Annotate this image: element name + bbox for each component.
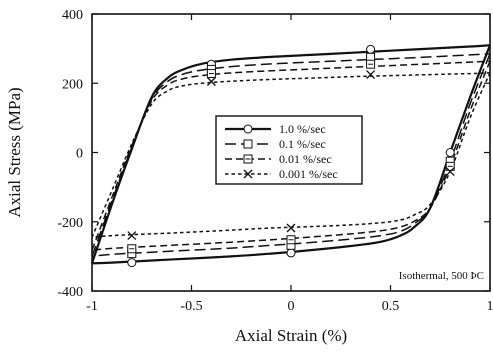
series-2-marker	[366, 59, 376, 69]
tick-labels: -1 -0.5 0 0.5 1 -400 -200 0 200 400	[57, 8, 493, 314]
x-tick-label: 0	[288, 299, 295, 314]
x-tick-label: -0.5	[180, 299, 202, 314]
series-3-unloading-line	[91, 72, 491, 239]
series-2-unloading-line	[91, 60, 491, 251]
series-2-marker	[127, 244, 137, 254]
series-0-unloading-line	[91, 44, 492, 265]
series-3-marker	[127, 231, 137, 241]
series-0-marker	[445, 148, 455, 157]
series-2-loading-line	[91, 60, 491, 251]
y-tick-label: -200	[57, 216, 83, 231]
hysteresis-curves	[90, 44, 492, 265]
legend-marker	[243, 169, 253, 179]
y-tick-label: 0	[76, 147, 83, 162]
legend-marker	[243, 154, 253, 164]
series-0-marker	[366, 44, 376, 54]
x-tick-label: 0.5	[382, 299, 400, 314]
y-tick-label: -400	[57, 285, 83, 300]
y-tick-label: 400	[62, 8, 83, 23]
legend-marker	[243, 139, 253, 149]
series-3-marker	[366, 70, 376, 80]
legend-label: 1.0 %/sec	[279, 122, 326, 136]
series-0-marker	[286, 248, 296, 258]
legend-marker	[243, 124, 253, 134]
legend-label: 0.1 %/sec	[279, 137, 326, 151]
data-markers	[127, 44, 455, 268]
axis-ticks	[91, 13, 491, 292]
y-axis-title: Axial Stress (MPa)	[5, 87, 24, 217]
series-2-marker	[445, 161, 455, 171]
legend-label: 0.001 %/sec	[279, 167, 338, 181]
series-1-unloading-line	[91, 53, 491, 258]
legend-label: 0.01 %/sec	[279, 152, 332, 166]
series-2-marker	[286, 235, 296, 245]
series-3-marker	[206, 77, 216, 86]
series-3-marker	[445, 167, 455, 177]
x-axis-title: Axial Strain (%)	[235, 326, 347, 345]
legend-box	[215, 115, 363, 185]
series-3-marker	[286, 223, 296, 233]
series-3-loading-line	[91, 72, 491, 238]
legend-entry: 0.1 %/sec	[225, 137, 326, 151]
legend-entry: 1.0 %/sec	[225, 122, 326, 136]
legend-entry: 0.01 %/sec	[225, 152, 332, 166]
series-2-marker	[206, 69, 216, 79]
series-0-marker	[127, 258, 137, 268]
legend-entry: 0.001 %/sec	[225, 167, 338, 181]
x-tick-label: -1	[86, 299, 98, 314]
y-tick-label: 200	[62, 77, 83, 92]
x-tick-label: 1	[487, 299, 493, 314]
condition-annotation: Isothermal, 500 ÞC	[399, 270, 484, 282]
